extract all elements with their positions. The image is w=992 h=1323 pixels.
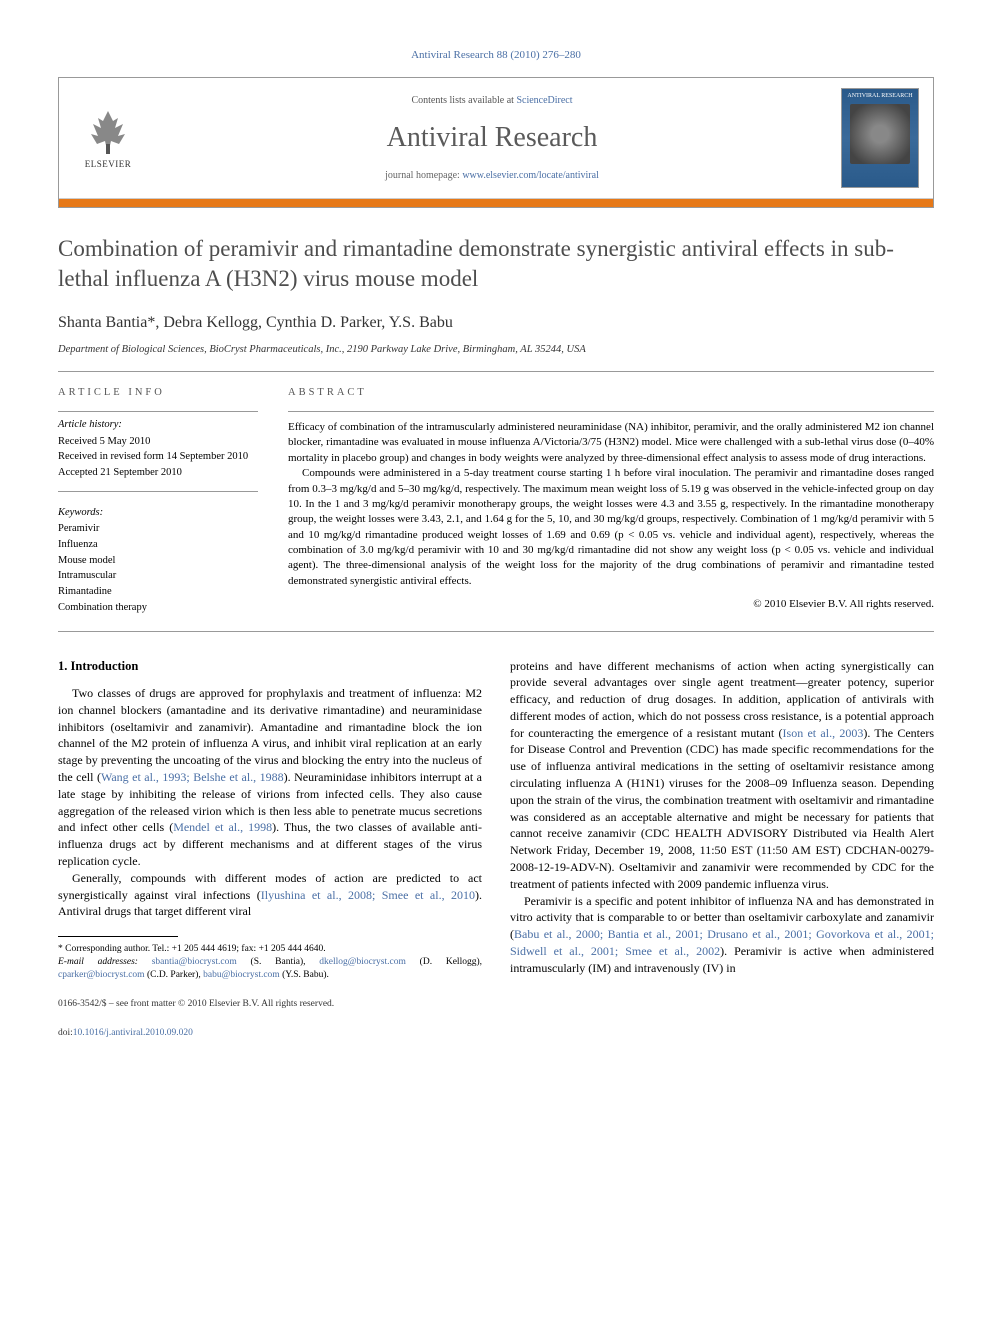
sciencedirect-link[interactable]: ScienceDirect: [516, 95, 572, 106]
homepage-label: journal homepage:: [385, 170, 462, 181]
affiliation: Department of Biological Sciences, BioCr…: [58, 343, 934, 358]
contents-text: Contents lists available at: [411, 95, 516, 106]
article-info-column: article info Article history: Received 5…: [58, 386, 258, 616]
keyword: Combination therapy: [58, 601, 258, 616]
body-paragraph: proteins and have different mechanisms o…: [510, 658, 934, 893]
email-link[interactable]: dkellog@biocryst.com: [319, 957, 406, 967]
text-run: (C.D. Parker),: [145, 970, 204, 980]
email-label: E-mail addresses:: [58, 957, 152, 967]
left-column: 1. Introduction Two classes of drugs are…: [58, 658, 482, 982]
authors-line: Shanta Bantia*, Debra Kellogg, Cynthia D…: [58, 312, 934, 334]
email-link[interactable]: babu@biocryst.com: [203, 970, 280, 980]
body-columns: 1. Introduction Two classes of drugs are…: [58, 658, 934, 982]
homepage-link[interactable]: www.elsevier.com/locate/antiviral: [462, 170, 599, 181]
citation-link[interactable]: Mendel et al., 1998: [173, 820, 272, 834]
cover-title: ANTIVIRAL RESEARCH: [847, 93, 912, 100]
elsevier-logo: ELSEVIER: [73, 99, 143, 177]
received-date: Received 5 May 2010: [58, 435, 258, 450]
doi-label: doi:: [58, 1028, 73, 1038]
abstract-heading: abstract: [288, 386, 934, 401]
email-link[interactable]: cparker@biocryst.com: [58, 970, 145, 980]
journal-header-box: ELSEVIER Contents lists available at Sci…: [58, 77, 934, 208]
footnote-separator: [58, 936, 178, 937]
citation-link[interactable]: Wang et al., 1993; Belshe et al., 1988: [101, 770, 284, 784]
keyword: Rimantadine: [58, 585, 258, 600]
email-link[interactable]: sbantia@biocryst.com: [152, 957, 237, 967]
cover-image: [850, 104, 910, 164]
citation-link[interactable]: Ilyushina et al., 2008; Smee et al., 201…: [261, 888, 475, 902]
email-addresses: E-mail addresses: sbantia@biocryst.com (…: [58, 956, 482, 982]
divider: [58, 631, 934, 632]
keyword: Intramuscular: [58, 569, 258, 584]
body-paragraph: Two classes of drugs are approved for pr…: [58, 685, 482, 870]
orange-accent-bar: [59, 199, 933, 207]
doi-link[interactable]: 10.1016/j.antiviral.2010.09.020: [73, 1028, 193, 1038]
right-column: proteins and have different mechanisms o…: [510, 658, 934, 982]
text-run: (D. Kellogg),: [406, 957, 482, 967]
citation-link[interactable]: Ison et al., 2003: [783, 726, 864, 740]
journal-name: Antiviral Research: [155, 118, 829, 157]
abstract-paragraph: Efficacy of combination of the intramusc…: [288, 420, 934, 466]
doi-line: doi:10.1016/j.antiviral.2010.09.020: [58, 1027, 934, 1040]
keywords-label: Keywords:: [58, 506, 258, 521]
history-label: Article history:: [58, 418, 258, 433]
body-paragraph: Peramivir is a specific and potent inhib…: [510, 893, 934, 977]
article-info-heading: article info: [58, 386, 258, 401]
accepted-date: Accepted 21 September 2010: [58, 466, 258, 481]
introduction-heading: 1. Introduction: [58, 658, 482, 676]
abstract-paragraph: Compounds were administered in a 5-day t…: [288, 466, 934, 589]
homepage-line: journal homepage: www.elsevier.com/locat…: [155, 169, 829, 183]
copyright-footer: 0166-3542/$ – see front matter © 2010 El…: [58, 998, 934, 1011]
article-title: Combination of peramivir and rimantadine…: [58, 234, 934, 294]
publisher-name: ELSEVIER: [85, 158, 132, 171]
contents-line: Contents lists available at ScienceDirec…: [155, 94, 829, 108]
text-run: ). The Centers for Disease Control and P…: [510, 726, 934, 891]
text-run: (Y.S. Babu).: [280, 970, 329, 980]
footnotes: * Corresponding author. Tel.: +1 205 444…: [58, 943, 482, 981]
keyword: Peramivir: [58, 522, 258, 537]
keyword: Mouse model: [58, 554, 258, 569]
elsevier-tree-icon: [83, 106, 133, 156]
divider: [58, 371, 934, 372]
journal-cover-thumbnail: ANTIVIRAL RESEARCH: [841, 88, 919, 188]
revised-date: Received in revised form 14 September 20…: [58, 450, 258, 465]
text-run: (S. Bantia),: [237, 957, 320, 967]
abstract-column: abstract Efficacy of combination of the …: [288, 386, 934, 616]
abstract-copyright: © 2010 Elsevier B.V. All rights reserved…: [288, 597, 934, 612]
citation-line: Antiviral Research 88 (2010) 276–280: [58, 48, 934, 63]
body-paragraph: Generally, compounds with different mode…: [58, 870, 482, 920]
corresponding-author: * Corresponding author. Tel.: +1 205 444…: [58, 943, 482, 956]
keyword: Influenza: [58, 538, 258, 553]
